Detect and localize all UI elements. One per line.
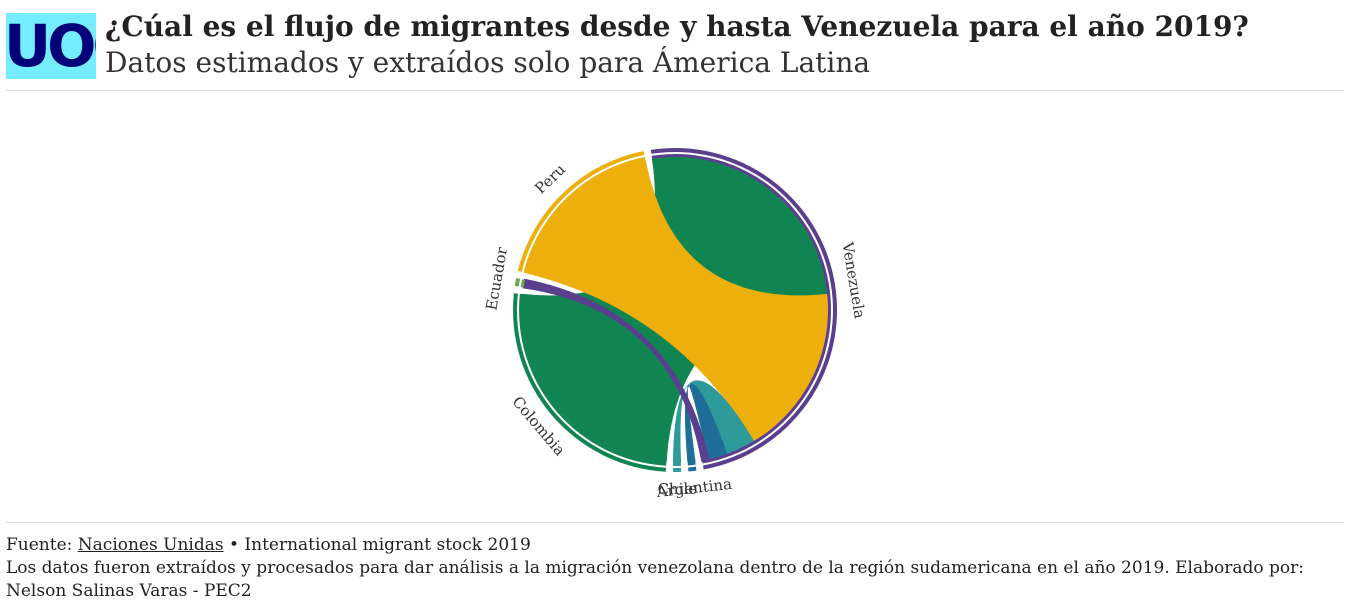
header: UOC ¿Cúal es el flujo de migrantes desde…	[6, 8, 1344, 90]
source-prefix: Fuente:	[6, 535, 73, 555]
group-arc-ecuador[interactable]	[514, 278, 521, 287]
group-band-ecuador[interactable]	[520, 279, 526, 288]
source-link[interactable]: Naciones Unidas	[77, 535, 224, 555]
group-arc-chile[interactable]	[673, 467, 682, 472]
chord-diagram: VenezuelaArgentinaChileColombiaEcuadorPe…	[482, 148, 869, 501]
label-ecuador: Ecuador	[482, 245, 511, 312]
footer-note: Los datos fueron extraídos y procesados …	[6, 558, 1304, 601]
group-arc-argentina[interactable]	[688, 466, 697, 472]
footer-divider	[6, 522, 1344, 523]
header-divider	[6, 90, 1344, 91]
chart-title: ¿Cúal es el flujo de migrantes desde y h…	[105, 10, 1249, 43]
label-peru: Peru	[531, 160, 569, 197]
group-band-chile[interactable]	[673, 462, 681, 466]
logo-text: UOC	[6, 13, 96, 79]
label-chile: Chile	[657, 480, 697, 499]
footer: Fuente: Naciones Unidas • International …	[6, 534, 1326, 603]
inner-arcs-layer	[519, 154, 831, 466]
chart-subtitle: Datos estimados y extraídos solo para Ám…	[105, 46, 871, 79]
outer-arcs-layer	[513, 148, 837, 472]
group-band-argentina[interactable]	[687, 461, 696, 466]
uoc-logo[interactable]: UOC	[6, 13, 96, 79]
label-venezuela: Venezuela	[838, 240, 869, 320]
ribbon-venezuela-peru[interactable]	[526, 159, 829, 442]
source-suffix: • International migrant stock 2019	[228, 535, 531, 555]
ribbons-layer	[521, 156, 829, 464]
source-line: Fuente: Naciones Unidas • International …	[6, 534, 1326, 557]
